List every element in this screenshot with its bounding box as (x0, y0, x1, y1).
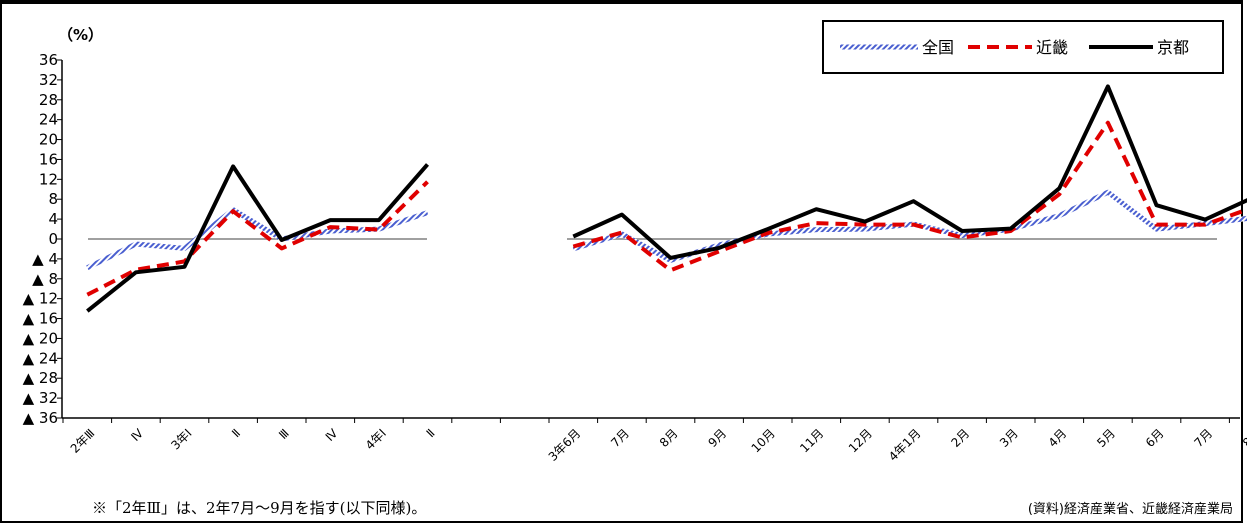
x-tick-label: 4年Ⅰ (363, 426, 389, 452)
x-tick-label: 3年6月 (546, 426, 584, 464)
x-tick-label: 2月 (948, 426, 972, 450)
legend-label: 全国 (922, 38, 954, 57)
x-tick-label: 4月 (1046, 426, 1070, 450)
y-tick-label: 4 (48, 210, 58, 228)
y-tick-label: ▲ 24 (23, 349, 58, 367)
y-tick-label: 32 (39, 71, 58, 89)
x-tick-label: 9月 (705, 426, 729, 450)
y-tick-label: ▲ 8 (32, 270, 58, 288)
x-tick-label: 7月 (1191, 426, 1215, 450)
x-tick-label: 4年1月 (886, 426, 924, 464)
y-tick-label: 12 (39, 170, 58, 188)
x-tick-label: 11月 (797, 426, 826, 455)
y-tick-label: 36 (39, 51, 58, 69)
y-axis-label: （%） (58, 26, 103, 44)
y-tick-label: ▲ 32 (23, 389, 58, 407)
x-tick-labels: 2年Ⅲ Ⅳ 3年Ⅰ Ⅱ Ⅲ Ⅳ 4年Ⅰ Ⅱ 3年6月 7月 8月 9月 10月 11月 12月 4年1月 2月 3… (68, 426, 1247, 464)
series-line-quarterly-solid (86, 163, 430, 313)
y-tick-label: 16 (39, 150, 58, 168)
y-tick-label: ▲ 4 (32, 250, 58, 268)
y-tick-label: 8 (48, 190, 58, 208)
x-tick-label: 8月 (1240, 426, 1247, 450)
legend-label: 近畿 (1036, 38, 1068, 57)
y-tick-label: ▲ 16 (23, 310, 58, 328)
y-tick-label: ▲ 20 (23, 329, 58, 347)
series-line-monthly-dashed (572, 120, 1247, 273)
x-tick-label: 6月 (1143, 426, 1167, 450)
y-tick-label: ▲ 12 (23, 290, 58, 308)
x-tick-label: Ⅱ (229, 426, 243, 440)
x-tick-label: Ⅲ (276, 426, 292, 442)
x-tick-label: Ⅳ (128, 426, 146, 444)
y-tick-label: 20 (39, 131, 58, 149)
y-tick-label: 24 (39, 111, 58, 129)
axes (57, 59, 1240, 423)
x-tick-label: 3年Ⅰ (168, 426, 194, 452)
x-tick-label: Ⅳ (323, 426, 341, 444)
source-note: (資料)経済産業省、近畿経済産業局 (1027, 502, 1233, 517)
legend: 全国 近畿 京都 (822, 20, 1224, 74)
series-lines (86, 84, 1247, 313)
legend-items: 全国 近畿 京都 (840, 38, 1189, 57)
legend-label: 京都 (1157, 38, 1189, 57)
x-tick-label: 8月 (657, 426, 681, 450)
x-tick-label: 5月 (1094, 426, 1118, 450)
footnote: ※「2年Ⅲ」は、2年7月～9月を指す(以下同様)。 (92, 499, 427, 517)
y-tick-label: 0 (48, 230, 58, 248)
x-tick-label: 7月 (608, 426, 632, 450)
series-line-quarterly-dashed (86, 180, 429, 297)
y-tick-label: 28 (39, 91, 58, 109)
x-tick-label: 12月 (846, 426, 875, 455)
x-tick-label: 10月 (749, 426, 778, 455)
y-tick-label: ▲ 36 (23, 409, 58, 427)
x-tick-label: 2年Ⅲ (68, 426, 98, 456)
series-line-monthly-solid (572, 84, 1247, 260)
x-tick-label: Ⅱ (424, 426, 438, 440)
x-tick-label: 3月 (997, 426, 1021, 450)
y-tick-label: ▲ 28 (23, 369, 58, 387)
